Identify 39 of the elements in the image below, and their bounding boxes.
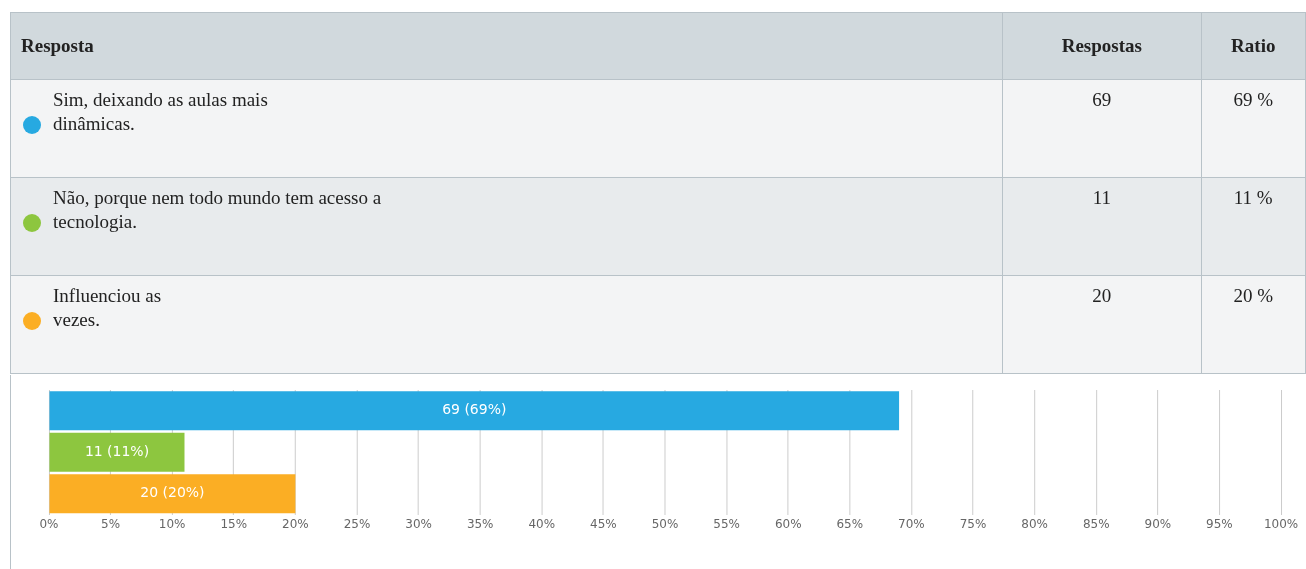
x-tick-label: 5% xyxy=(101,516,121,531)
text: Respostas xyxy=(1002,12,1202,80)
x-tick-label: 65% xyxy=(836,516,864,531)
x-tick-label: 85% xyxy=(1082,516,1110,531)
text: Sim, deixando as aulas mais dinâmicas. xyxy=(53,88,268,136)
x-tick-label: 30% xyxy=(405,516,432,531)
x-tick-label: 35% xyxy=(466,516,494,531)
bar xyxy=(49,432,185,472)
x-tick-label: 90% xyxy=(1144,516,1172,531)
text: 20 % xyxy=(1201,275,1306,374)
text: Ratio xyxy=(1201,12,1306,80)
text: 20 xyxy=(1002,275,1202,374)
x-tick-label: 25% xyxy=(343,516,371,531)
x-tick-label: 55% xyxy=(713,516,740,531)
x-tick-label: 80% xyxy=(1021,516,1048,531)
x-tick-label: 95% xyxy=(1206,516,1233,531)
x-tick-label: 70% xyxy=(898,516,925,531)
x-tick-label: 10% xyxy=(158,516,186,531)
text: 11 % xyxy=(1201,177,1306,276)
data-label: 11 (11%) xyxy=(84,442,150,459)
x-tick-label: 100% xyxy=(1263,516,1299,531)
bar xyxy=(49,474,296,514)
x-tick-label: 45% xyxy=(590,516,617,531)
text: 11 xyxy=(1002,177,1202,276)
data-label: 69 (69%) xyxy=(442,401,507,418)
x-tick-label: 60% xyxy=(774,516,802,531)
text: 69 % xyxy=(1201,79,1306,178)
x-tick-label: 50% xyxy=(651,516,679,531)
text: Resposta xyxy=(10,12,1003,80)
x-tick-label: 15% xyxy=(220,516,248,531)
x-tick-label: 40% xyxy=(528,516,556,531)
x-tick-label: 0% xyxy=(39,516,59,531)
text: Não, porque nem todo mundo tem acesso a tecnologia. xyxy=(53,186,382,234)
x-tick-label: 20% xyxy=(282,516,309,531)
text: 69 xyxy=(1002,79,1202,178)
text: Influenciou as vezes. xyxy=(53,284,162,332)
data-label: 20 (20%) xyxy=(140,484,205,501)
bar xyxy=(49,391,900,431)
x-tick-label: 75% xyxy=(959,516,987,531)
